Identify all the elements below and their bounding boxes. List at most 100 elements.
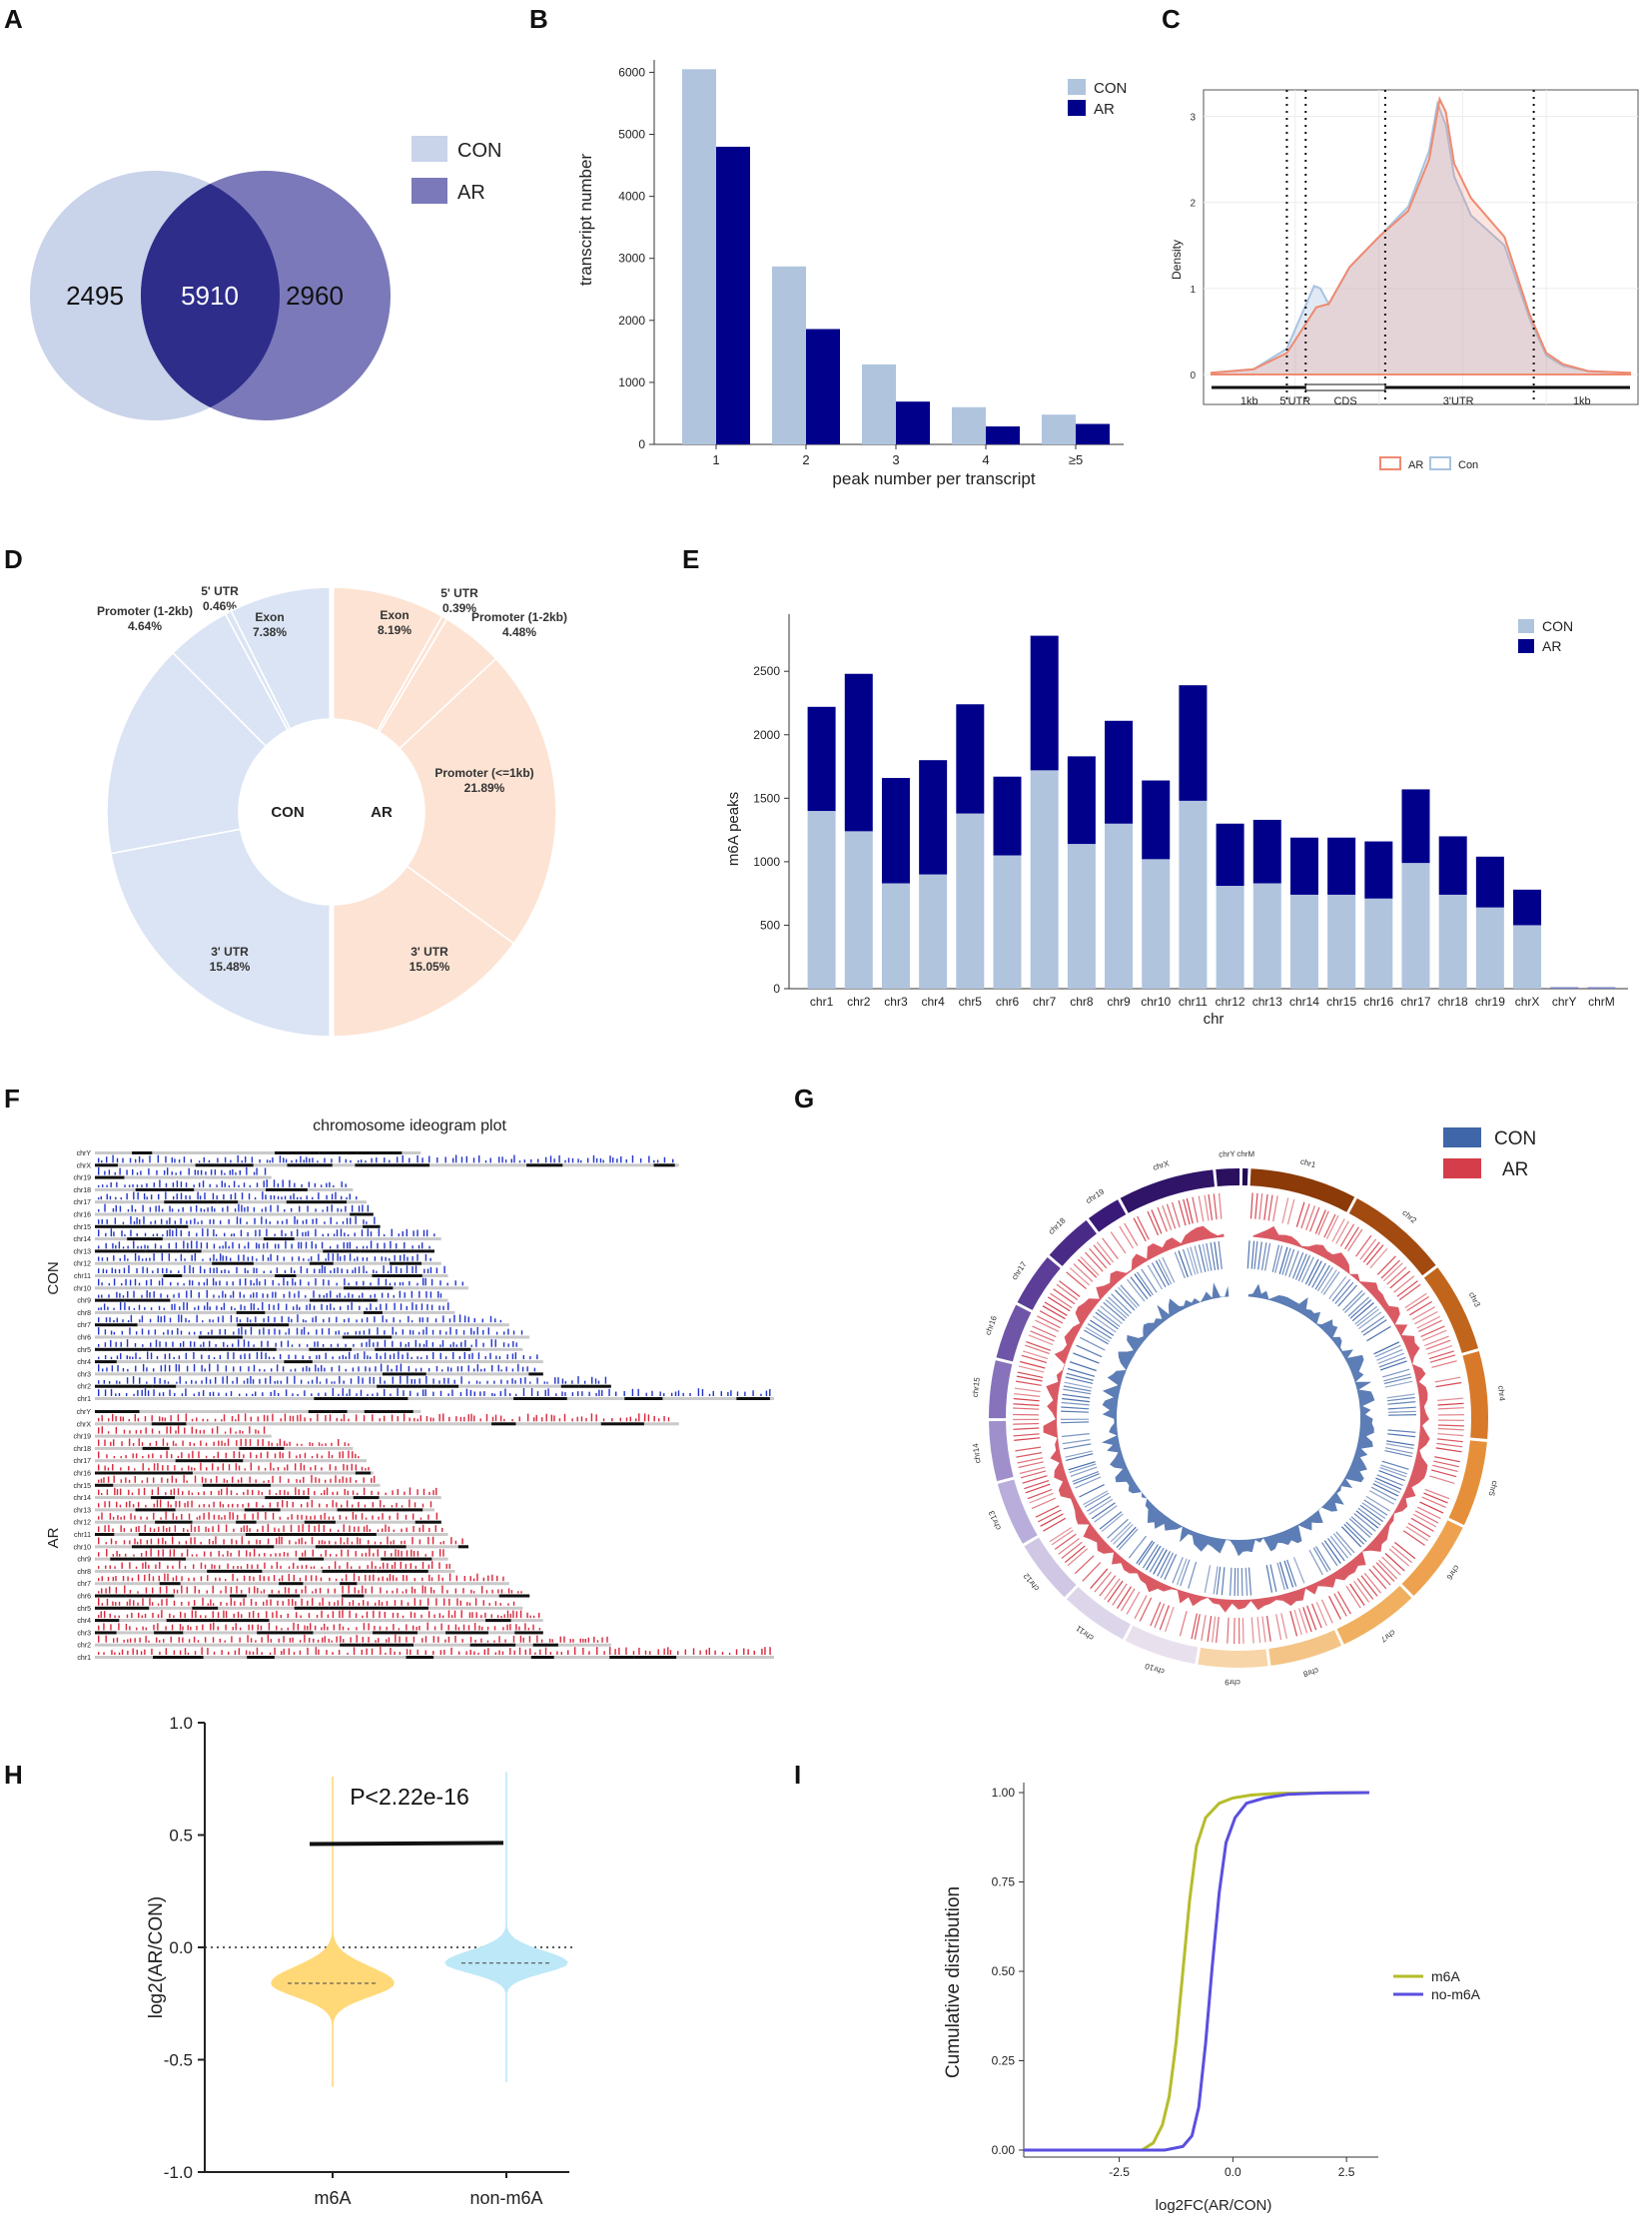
f-peak-mark <box>350 1637 352 1643</box>
f-peak-mark <box>130 1528 132 1532</box>
f-peak-mark <box>344 1254 346 1261</box>
f-peak-mark <box>250 1599 253 1606</box>
b-y-tick-label: 4000 <box>618 190 645 204</box>
f-peak-mark <box>420 1614 422 1619</box>
g-con-peak-tick <box>1100 1305 1123 1324</box>
venn-overlap <box>141 171 280 420</box>
f-peak-mark <box>175 1478 178 1483</box>
f-peak-mark <box>157 1487 160 1496</box>
f-peak-mark <box>393 1624 395 1631</box>
f-peak-mark <box>543 1381 545 1384</box>
g-con-peak-tick <box>1283 1560 1294 1588</box>
f-peak-mark <box>295 1601 297 1606</box>
f-peak-mark <box>175 1363 178 1372</box>
f-peak-mark <box>153 1389 155 1396</box>
f-peak-mark <box>519 1377 522 1384</box>
g-ar-peak-tick <box>1305 1205 1316 1231</box>
f-peak-mark <box>363 1477 365 1483</box>
f-peak-mark <box>305 1231 307 1237</box>
f-peak-mark <box>354 1587 356 1594</box>
e-bar-ar <box>807 706 836 812</box>
f-peak-mark <box>283 1157 285 1163</box>
g-ar-peak-tick <box>1219 1192 1223 1219</box>
f-peak-mark <box>118 1652 121 1655</box>
f-peak-mark <box>392 1575 395 1582</box>
f-peak-mark <box>339 1565 341 1569</box>
f-peak-mark <box>129 1356 131 1360</box>
g-con-peak-tick <box>1372 1483 1399 1497</box>
f-peak-mark <box>213 1357 216 1360</box>
f-peak-mark <box>138 1282 141 1286</box>
f-peak-mark <box>236 1440 238 1446</box>
f-chr-band <box>287 1163 333 1167</box>
g-ar-peak-tick <box>1429 1354 1456 1363</box>
f-peak-mark <box>425 1326 427 1335</box>
f-peak-mark <box>161 1610 163 1619</box>
f-peak-mark <box>295 1354 297 1360</box>
f-peak-mark <box>338 1650 341 1655</box>
f-peak-mark <box>385 1278 388 1286</box>
f-peak-mark <box>564 1392 566 1396</box>
f-peak-mark <box>305 1565 308 1569</box>
f-peak-mark <box>433 1626 436 1631</box>
f-peak-mark <box>620 1155 622 1163</box>
f-peak-mark <box>212 1391 215 1396</box>
f-peak-mark <box>181 1393 184 1396</box>
g-ar-peak-tick <box>1042 1305 1066 1320</box>
f-peak-mark <box>132 1356 134 1360</box>
f-peak-mark <box>132 1184 134 1187</box>
e-y-tick-label: 500 <box>760 918 780 932</box>
f-peak-mark <box>529 1381 531 1384</box>
f-peak-mark <box>377 1341 379 1347</box>
g-ar-peak-tick <box>1013 1407 1040 1410</box>
f-peak-mark <box>280 1340 283 1347</box>
f-peak-mark <box>256 1539 258 1545</box>
g-ar-peak-tick <box>1191 1613 1198 1640</box>
f-peak-mark <box>223 1539 225 1545</box>
g-con-peak-tick <box>1344 1292 1365 1313</box>
f-peak-mark <box>300 1462 302 1471</box>
f-peak-mark <box>326 1304 329 1310</box>
f-peak-mark <box>142 1344 144 1347</box>
f-peak-mark <box>270 1270 272 1273</box>
f-peak-mark <box>285 1389 288 1396</box>
g-con-peak-tick <box>1264 1242 1271 1271</box>
f-peak-mark <box>412 1266 413 1273</box>
f-peak-mark <box>311 1500 314 1508</box>
e-bar-con <box>844 831 873 989</box>
f-peak-mark <box>179 1376 181 1384</box>
f-peak-mark <box>358 1159 360 1163</box>
f-peak-mark <box>460 1610 462 1619</box>
f-peak-mark <box>183 1283 185 1286</box>
f-peak-mark <box>491 1416 494 1422</box>
f-peak-mark <box>301 1537 303 1545</box>
f-peak-mark <box>151 1428 154 1434</box>
f-peak-mark <box>403 1574 405 1582</box>
f-peak-mark <box>241 1326 243 1335</box>
f-chr-band <box>247 1656 275 1659</box>
f-peak-mark <box>328 1252 330 1261</box>
g-chr-sector <box>1125 1625 1199 1665</box>
g-con-peak-tick <box>1265 1565 1273 1593</box>
f-peak-mark <box>244 1413 247 1422</box>
f-chr-label: chr16 <box>73 1212 91 1219</box>
f-peak-mark <box>153 1503 155 1508</box>
f-peak-mark <box>230 1490 233 1496</box>
g-ar-peak-tick <box>1389 1270 1410 1289</box>
f-chr-band <box>348 1545 391 1549</box>
g-con-peak-tick <box>1091 1502 1116 1520</box>
f-peak-mark <box>367 1601 369 1606</box>
f-peak-mark <box>244 1468 246 1471</box>
f-chr-band <box>377 1384 431 1388</box>
g-ar-peak-tick <box>1431 1360 1457 1368</box>
f-peak-mark <box>341 1504 343 1508</box>
f-peak-mark <box>501 1651 504 1655</box>
f-peak-mark <box>291 1230 293 1237</box>
i-y-tick-label: 1.00 <box>992 1786 1016 1800</box>
f-peak-mark <box>141 1480 144 1483</box>
f-peak-mark <box>355 1480 358 1483</box>
f-peak-mark <box>113 1255 115 1261</box>
f-peak-mark <box>455 1416 457 1422</box>
f-peak-mark <box>149 1598 151 1606</box>
f-peak-mark <box>171 1330 174 1335</box>
